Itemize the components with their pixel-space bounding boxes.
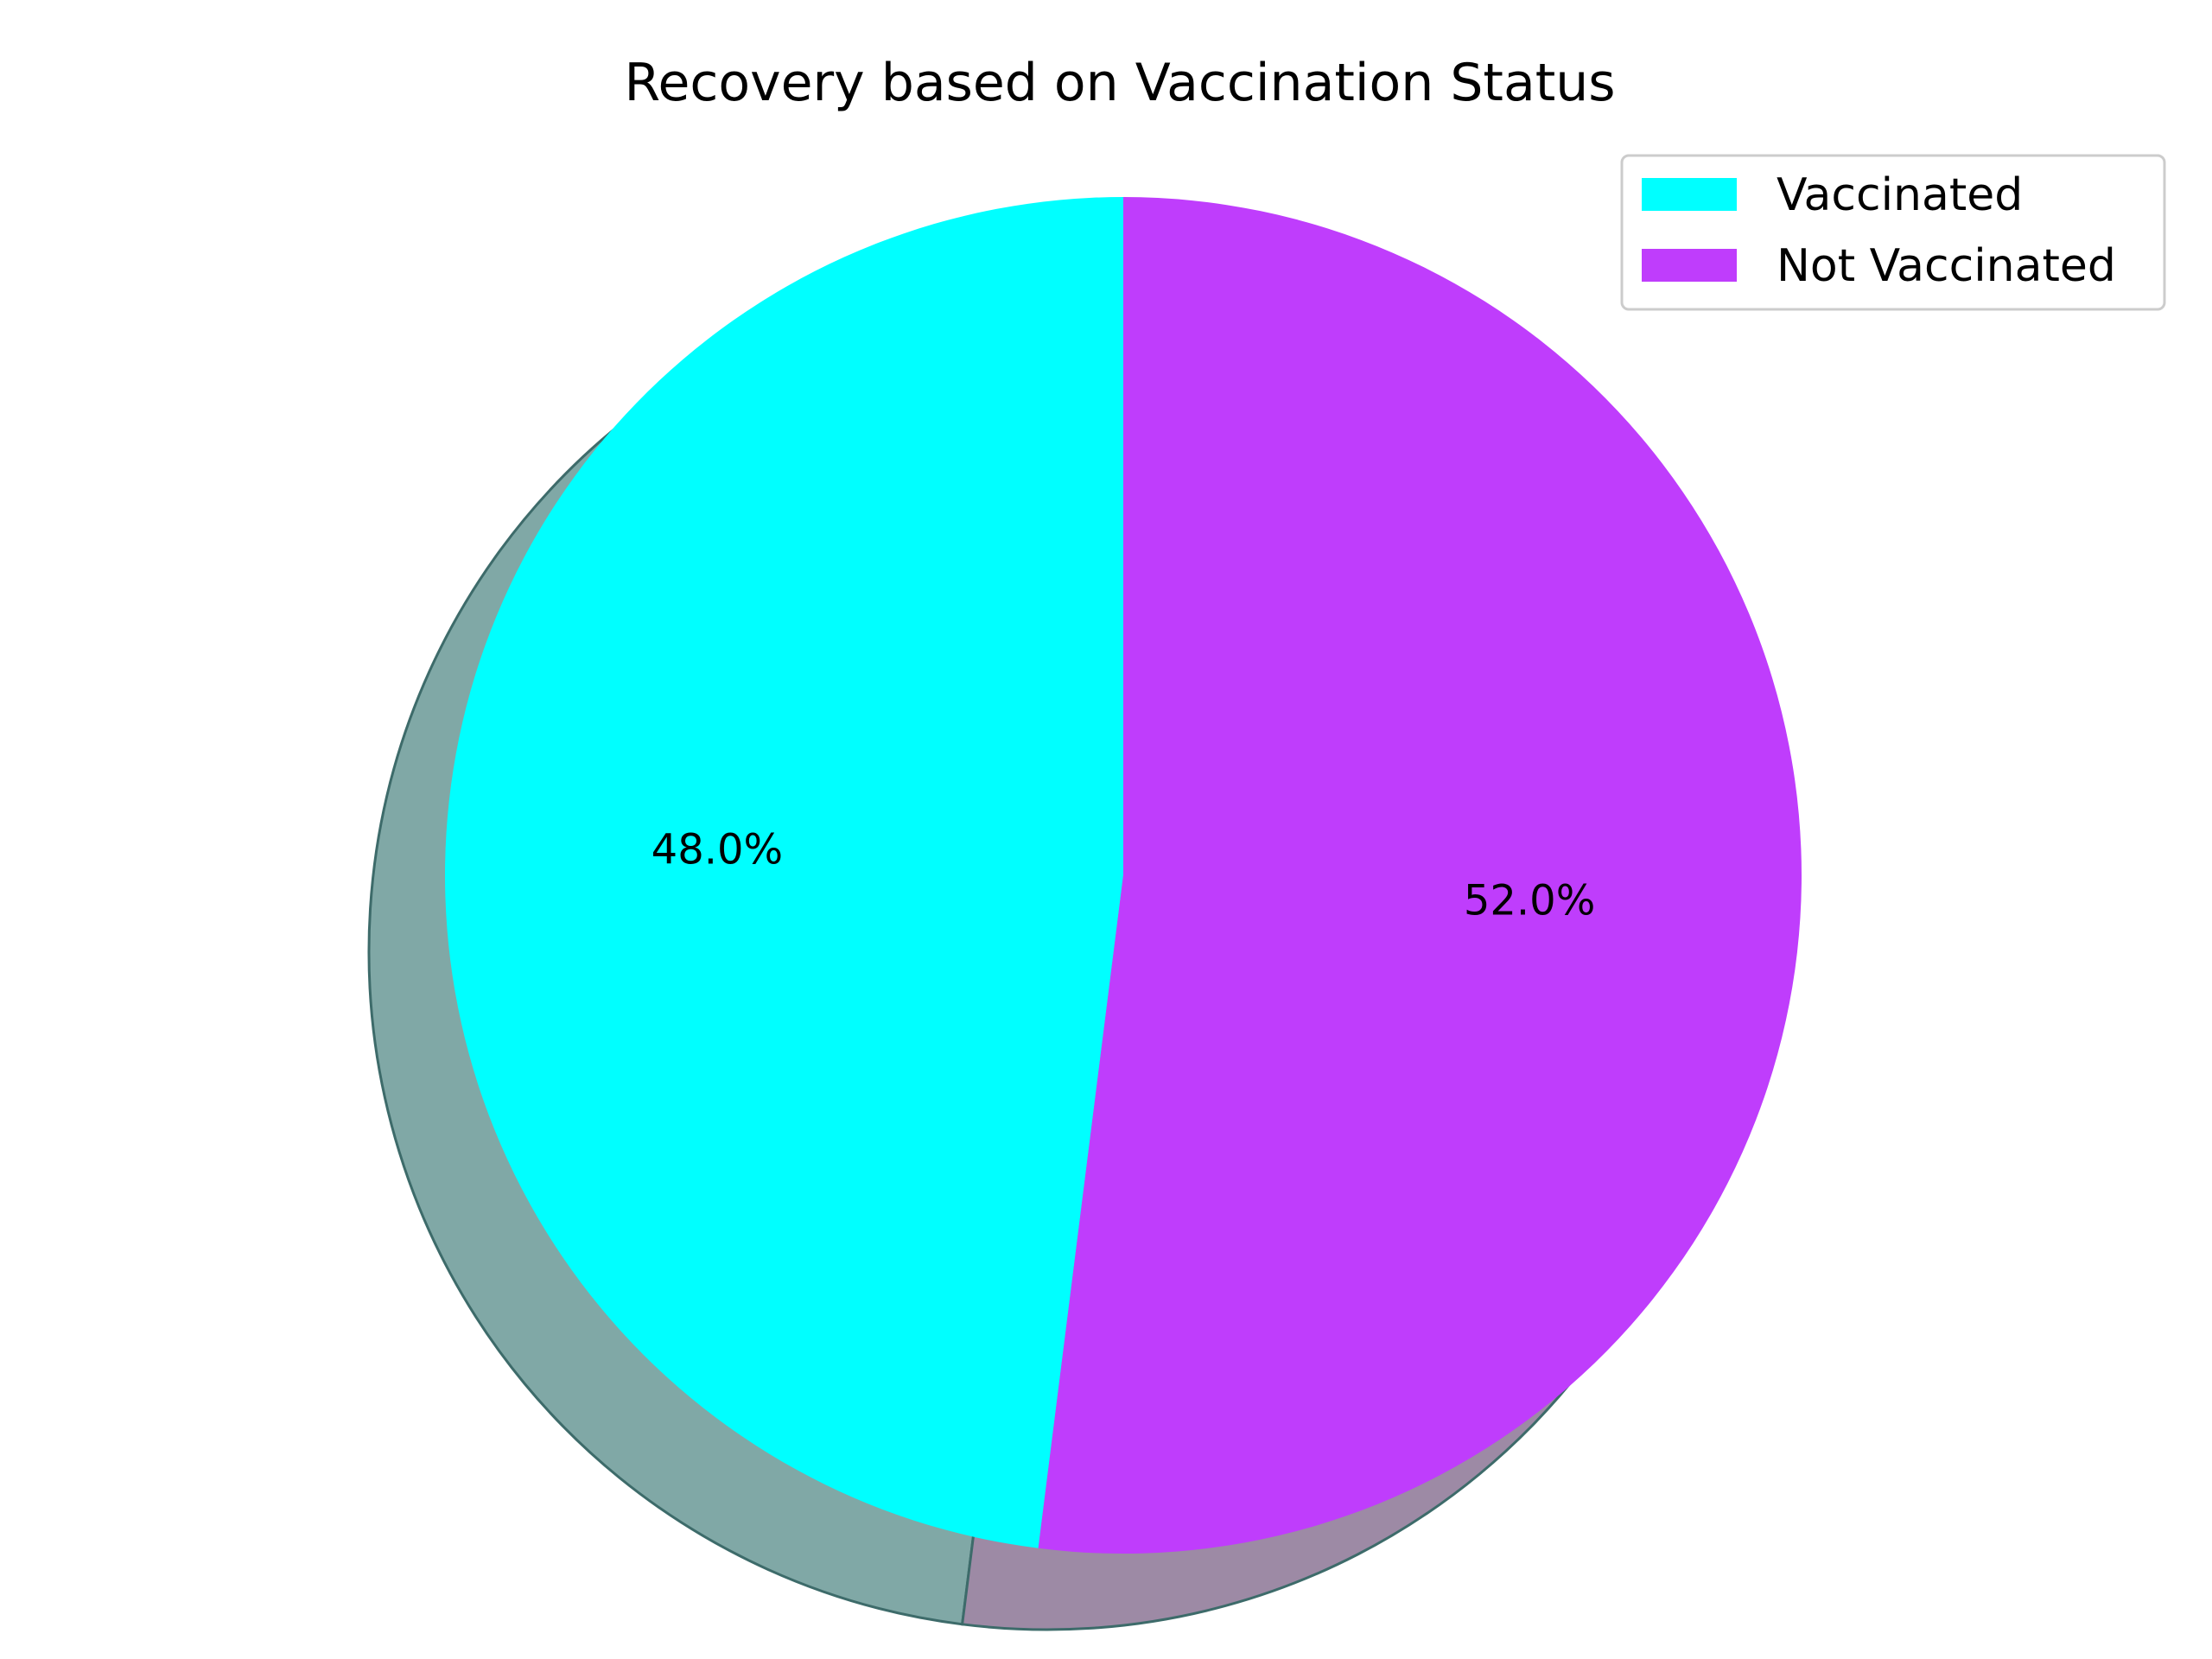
legend-label-not-vaccinated: Not Vaccinated [1777, 240, 2116, 292]
pie-slices [444, 197, 1802, 1554]
legend-swatch-not-vaccinated [1642, 249, 1737, 282]
pie-slice-not-vaccinated [1038, 197, 1802, 1554]
legend: Vaccinated Not Vaccinated [1620, 154, 2166, 311]
legend-frame [1620, 154, 2166, 311]
legend-swatch-vaccinated [1642, 178, 1737, 211]
chart-title: Recovery based on Vaccination Status [624, 53, 1615, 113]
legend-label-vaccinated: Vaccinated [1777, 169, 2023, 221]
pct-label-not-vaccinated: 52.0% [1464, 877, 1595, 925]
pie-labels: 48.0% 52.0% [652, 825, 1596, 925]
pie-slice-vaccinated [444, 197, 1123, 1548]
pct-label-vaccinated: 48.0% [652, 825, 783, 874]
